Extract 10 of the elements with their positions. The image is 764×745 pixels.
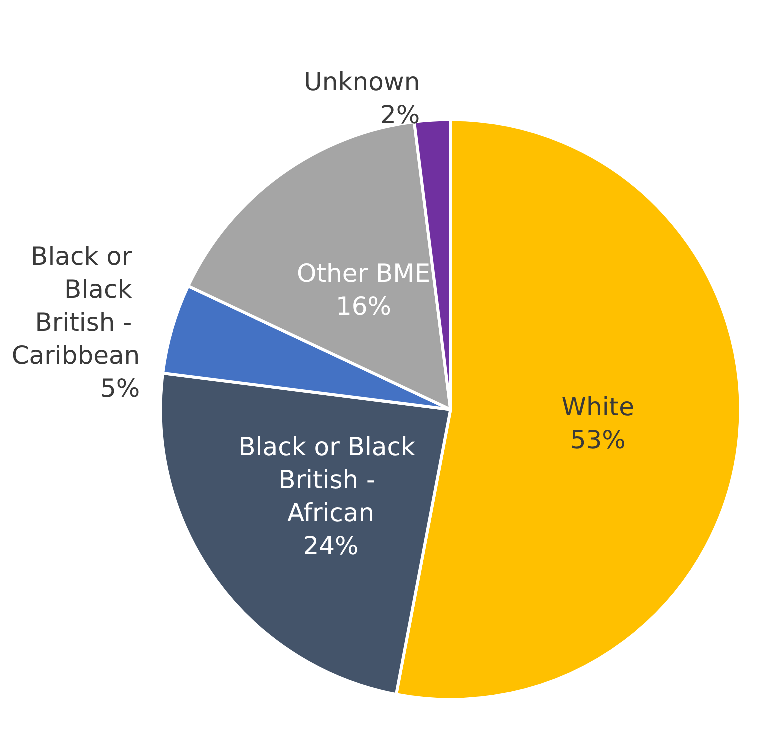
data-label: 5% [100,374,140,404]
data-label: 2% [380,100,420,130]
data-label: 53% [570,426,626,455]
data-label: 24% [303,532,359,561]
slice-label: Other BME [297,259,430,288]
slice-label: Unknown [304,67,420,96]
slice-label: White [562,392,634,422]
slice-label: Black or Black British - Caribbean [12,242,140,370]
data-label: 16% [336,292,392,322]
slice-label: Black or Black British - African [238,432,424,528]
